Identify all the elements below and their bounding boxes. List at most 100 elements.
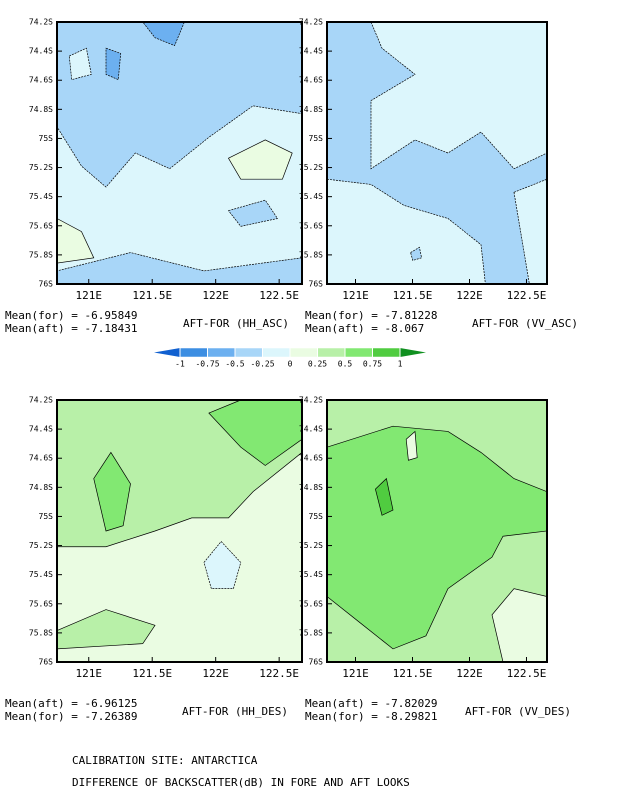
colorbar-label: -0.5	[225, 360, 244, 369]
colorbar-end	[154, 348, 180, 357]
mean-line: Mean(for) = -7.81228	[305, 309, 437, 322]
mean-line: Mean(aft) = -8.067	[305, 322, 424, 335]
colorbar-label: -0.25	[250, 360, 274, 369]
y-tick-label: 74.6S	[299, 454, 323, 463]
panel: 74.2S 74.4S 74.6S 74.8S 75S 75.2S 75.4S 75.6S 75…	[299, 396, 571, 724]
x-tick-label: 121.5E	[393, 289, 433, 302]
y-tick-label: 75.8S	[299, 628, 323, 637]
y-tick-label: 74.6S	[29, 454, 53, 463]
y-tick-label: 76S	[309, 658, 324, 667]
x-tick-label: 122E	[202, 289, 229, 302]
plot-frame	[56, 21, 303, 285]
x-tick-label: 121E	[342, 667, 369, 680]
colorbar-swatch	[317, 347, 346, 358]
colorbar-swatch	[179, 347, 208, 358]
y-tick-label: 74.4S	[29, 425, 53, 434]
y-tick-label: 75.4S	[29, 192, 53, 201]
y-tick-label: 74.6S	[29, 76, 53, 85]
footer-line: DIFFERENCE OF BACKSCATTER(dB) IN FORE AN…	[72, 776, 410, 789]
panel-title: AFT-FOR (VV_ASC)	[472, 317, 578, 330]
colorbar-label: 0	[288, 360, 293, 369]
plot-frame	[326, 21, 548, 285]
mean-line: Mean(aft) = -7.82029	[305, 697, 437, 710]
y-tick-label: 75S	[39, 512, 54, 521]
x-tick-label: 122.5E	[507, 289, 547, 302]
colorbar-end	[400, 348, 426, 357]
x-tick-label: 121.5E	[132, 667, 172, 680]
panel-title: AFT-FOR (VV_DES)	[465, 705, 571, 718]
x-tick-label: 122E	[456, 667, 483, 680]
colorbar-label: -0.75	[195, 360, 219, 369]
y-tick-label: 75.6S	[299, 599, 323, 608]
colorbar-swatch	[234, 347, 263, 358]
contour-fill	[513, 178, 548, 285]
panel-title: AFT-FOR (HH_ASC)	[183, 317, 289, 330]
colorbar-label: -1	[175, 360, 185, 369]
y-tick-label: 75.6S	[299, 221, 323, 230]
contour-fill	[410, 246, 423, 261]
y-tick-label: 74.8S	[29, 483, 53, 492]
y-tick-label: 75.4S	[299, 192, 323, 201]
x-tick-label: 121E	[75, 667, 102, 680]
y-tick-label: 76S	[39, 280, 54, 289]
x-tick-label: 122.5E	[259, 667, 299, 680]
y-tick-label: 75.8S	[299, 250, 323, 259]
panel: 74.2S 74.4S 74.6S 74.8S 75S 75.2S 75.4S 75.6S 75…	[5, 18, 303, 335]
y-tick-label: 74.4S	[29, 47, 53, 56]
contour-fill	[228, 139, 293, 180]
contour-fill	[93, 451, 131, 532]
colorbar-swatch	[289, 347, 318, 358]
contour-fill	[105, 47, 122, 81]
x-tick-label: 122E	[202, 667, 229, 680]
colorbar-label: 1	[398, 360, 403, 369]
colorbar-swatch	[344, 347, 373, 358]
contour-fill	[405, 430, 418, 461]
plot-frame	[56, 399, 303, 663]
mean-line: Mean(for) = -7.26389	[5, 710, 137, 723]
colorbar-label: 0.75	[363, 360, 382, 369]
colorbar-swatch	[372, 347, 401, 358]
x-tick-label: 122.5E	[507, 667, 547, 680]
y-tick-label: 75.6S	[29, 599, 53, 608]
y-tick-label: 75S	[39, 134, 54, 143]
y-tick-label: 74.2S	[299, 396, 323, 405]
y-tick-label: 75.2S	[29, 163, 53, 172]
x-tick-label: 122.5E	[259, 289, 299, 302]
colorbar-label: 0.25	[308, 360, 327, 369]
y-tick-label: 75.4S	[29, 570, 53, 579]
contour-fill	[326, 425, 548, 650]
panel-title: AFT-FOR (HH_DES)	[182, 705, 288, 718]
x-tick-label: 122E	[456, 289, 483, 302]
mean-line: Mean(aft) = -6.96125	[5, 697, 137, 710]
colorbar-swatch	[262, 347, 291, 358]
y-tick-label: 74.2S	[29, 396, 53, 405]
y-tick-label: 74.2S	[29, 18, 53, 27]
y-tick-label: 74.8S	[299, 483, 323, 492]
contour-fill	[203, 540, 242, 589]
panel: 74.2S 74.4S 74.6S 74.8S 75S 75.2S 75.4S 75.6S 75…	[299, 18, 578, 336]
x-tick-label: 121.5E	[393, 667, 433, 680]
y-tick-label: 75.6S	[29, 221, 53, 230]
y-tick-label: 75.2S	[299, 541, 323, 550]
y-tick-label: 75.2S	[299, 163, 323, 172]
contour-fill	[68, 47, 92, 81]
plot-frame	[326, 399, 548, 663]
y-tick-label: 75.4S	[299, 570, 323, 579]
x-tick-label: 121.5E	[132, 289, 172, 302]
y-tick-label: 74.4S	[299, 425, 323, 434]
y-tick-label: 75.2S	[29, 541, 53, 550]
mean-line: Mean(for) = -8.29821	[305, 710, 437, 723]
y-tick-label: 76S	[39, 658, 54, 667]
y-tick-label: 74.8S	[29, 105, 53, 114]
contour-fill	[227, 199, 279, 227]
y-tick-label: 75.8S	[29, 250, 53, 259]
mean-line: Mean(for) = -6.95849	[5, 309, 137, 322]
mean-line: Mean(aft) = -7.18431	[5, 322, 137, 335]
footer-line: CALIBRATION SITE: ANTARCTICA	[72, 754, 258, 767]
y-tick-label: 75.8S	[29, 628, 53, 637]
x-tick-label: 121E	[342, 289, 369, 302]
y-tick-label: 74.2S	[299, 18, 323, 27]
colorbar-swatch	[207, 347, 236, 358]
y-tick-label: 74.4S	[299, 47, 323, 56]
